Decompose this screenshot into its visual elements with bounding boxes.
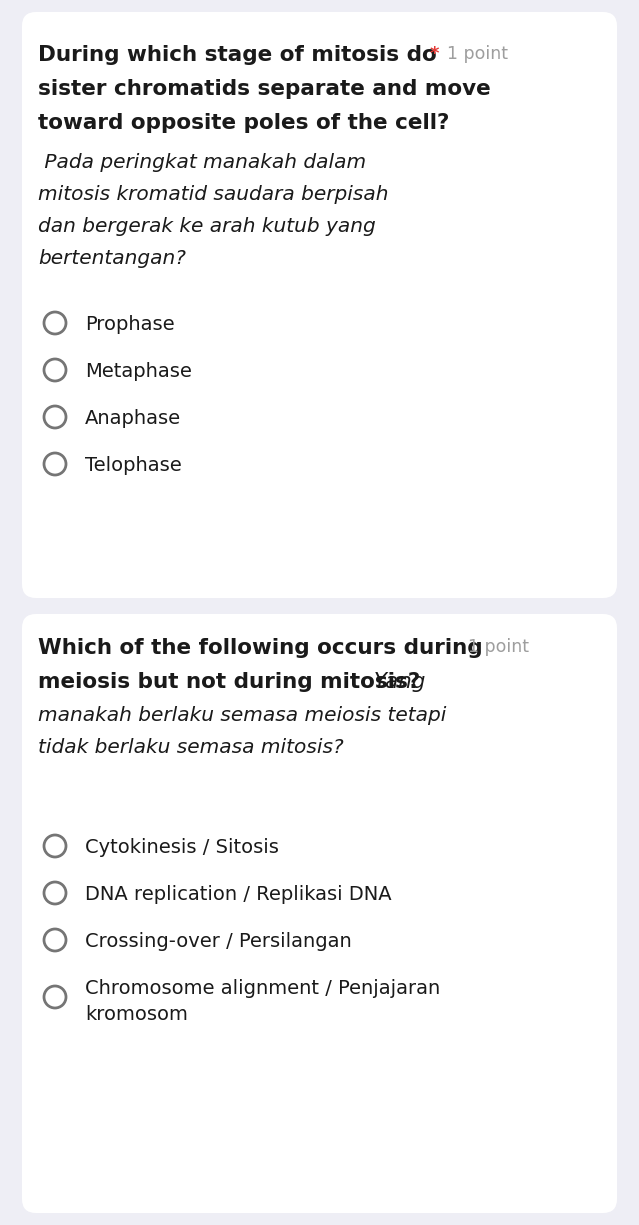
Text: bertentangan?: bertentangan?	[38, 249, 186, 268]
Text: toward opposite poles of the cell?: toward opposite poles of the cell?	[38, 113, 449, 134]
Text: Yang: Yang	[367, 673, 426, 692]
Text: Cytokinesis / Sitosis: Cytokinesis / Sitosis	[85, 838, 279, 858]
Text: 1 point: 1 point	[468, 638, 529, 657]
Text: Prophase: Prophase	[85, 315, 174, 334]
FancyBboxPatch shape	[22, 614, 617, 1213]
Text: Which of the following occurs during: Which of the following occurs during	[38, 638, 482, 658]
Text: Chromosome alignment / Penjajaran: Chromosome alignment / Penjajaran	[85, 979, 440, 998]
Text: Crossing-over / Persilangan: Crossing-over / Persilangan	[85, 932, 351, 951]
Text: Metaphase: Metaphase	[85, 363, 192, 381]
Text: DNA replication / Replikasi DNA: DNA replication / Replikasi DNA	[85, 884, 392, 904]
Text: tidak berlaku semasa mitosis?: tidak berlaku semasa mitosis?	[38, 737, 344, 757]
Text: sister chromatids separate and move: sister chromatids separate and move	[38, 78, 491, 99]
Text: meiosis but not during mitosis?: meiosis but not during mitosis?	[38, 673, 420, 692]
Text: *: *	[430, 45, 446, 62]
Text: dan bergerak ke arah kutub yang: dan bergerak ke arah kutub yang	[38, 217, 376, 236]
Text: Telophase: Telophase	[85, 456, 181, 475]
Text: 1 point: 1 point	[447, 45, 508, 62]
Text: Pada peringkat manakah dalam: Pada peringkat manakah dalam	[38, 153, 366, 172]
FancyBboxPatch shape	[22, 12, 617, 598]
Text: manakah berlaku semasa meiosis tetapi: manakah berlaku semasa meiosis tetapi	[38, 706, 447, 725]
Text: During which stage of mitosis do: During which stage of mitosis do	[38, 45, 436, 65]
Text: kromosom: kromosom	[85, 1004, 188, 1024]
Text: mitosis kromatid saudara berpisah: mitosis kromatid saudara berpisah	[38, 185, 389, 205]
Text: Anaphase: Anaphase	[85, 409, 181, 428]
